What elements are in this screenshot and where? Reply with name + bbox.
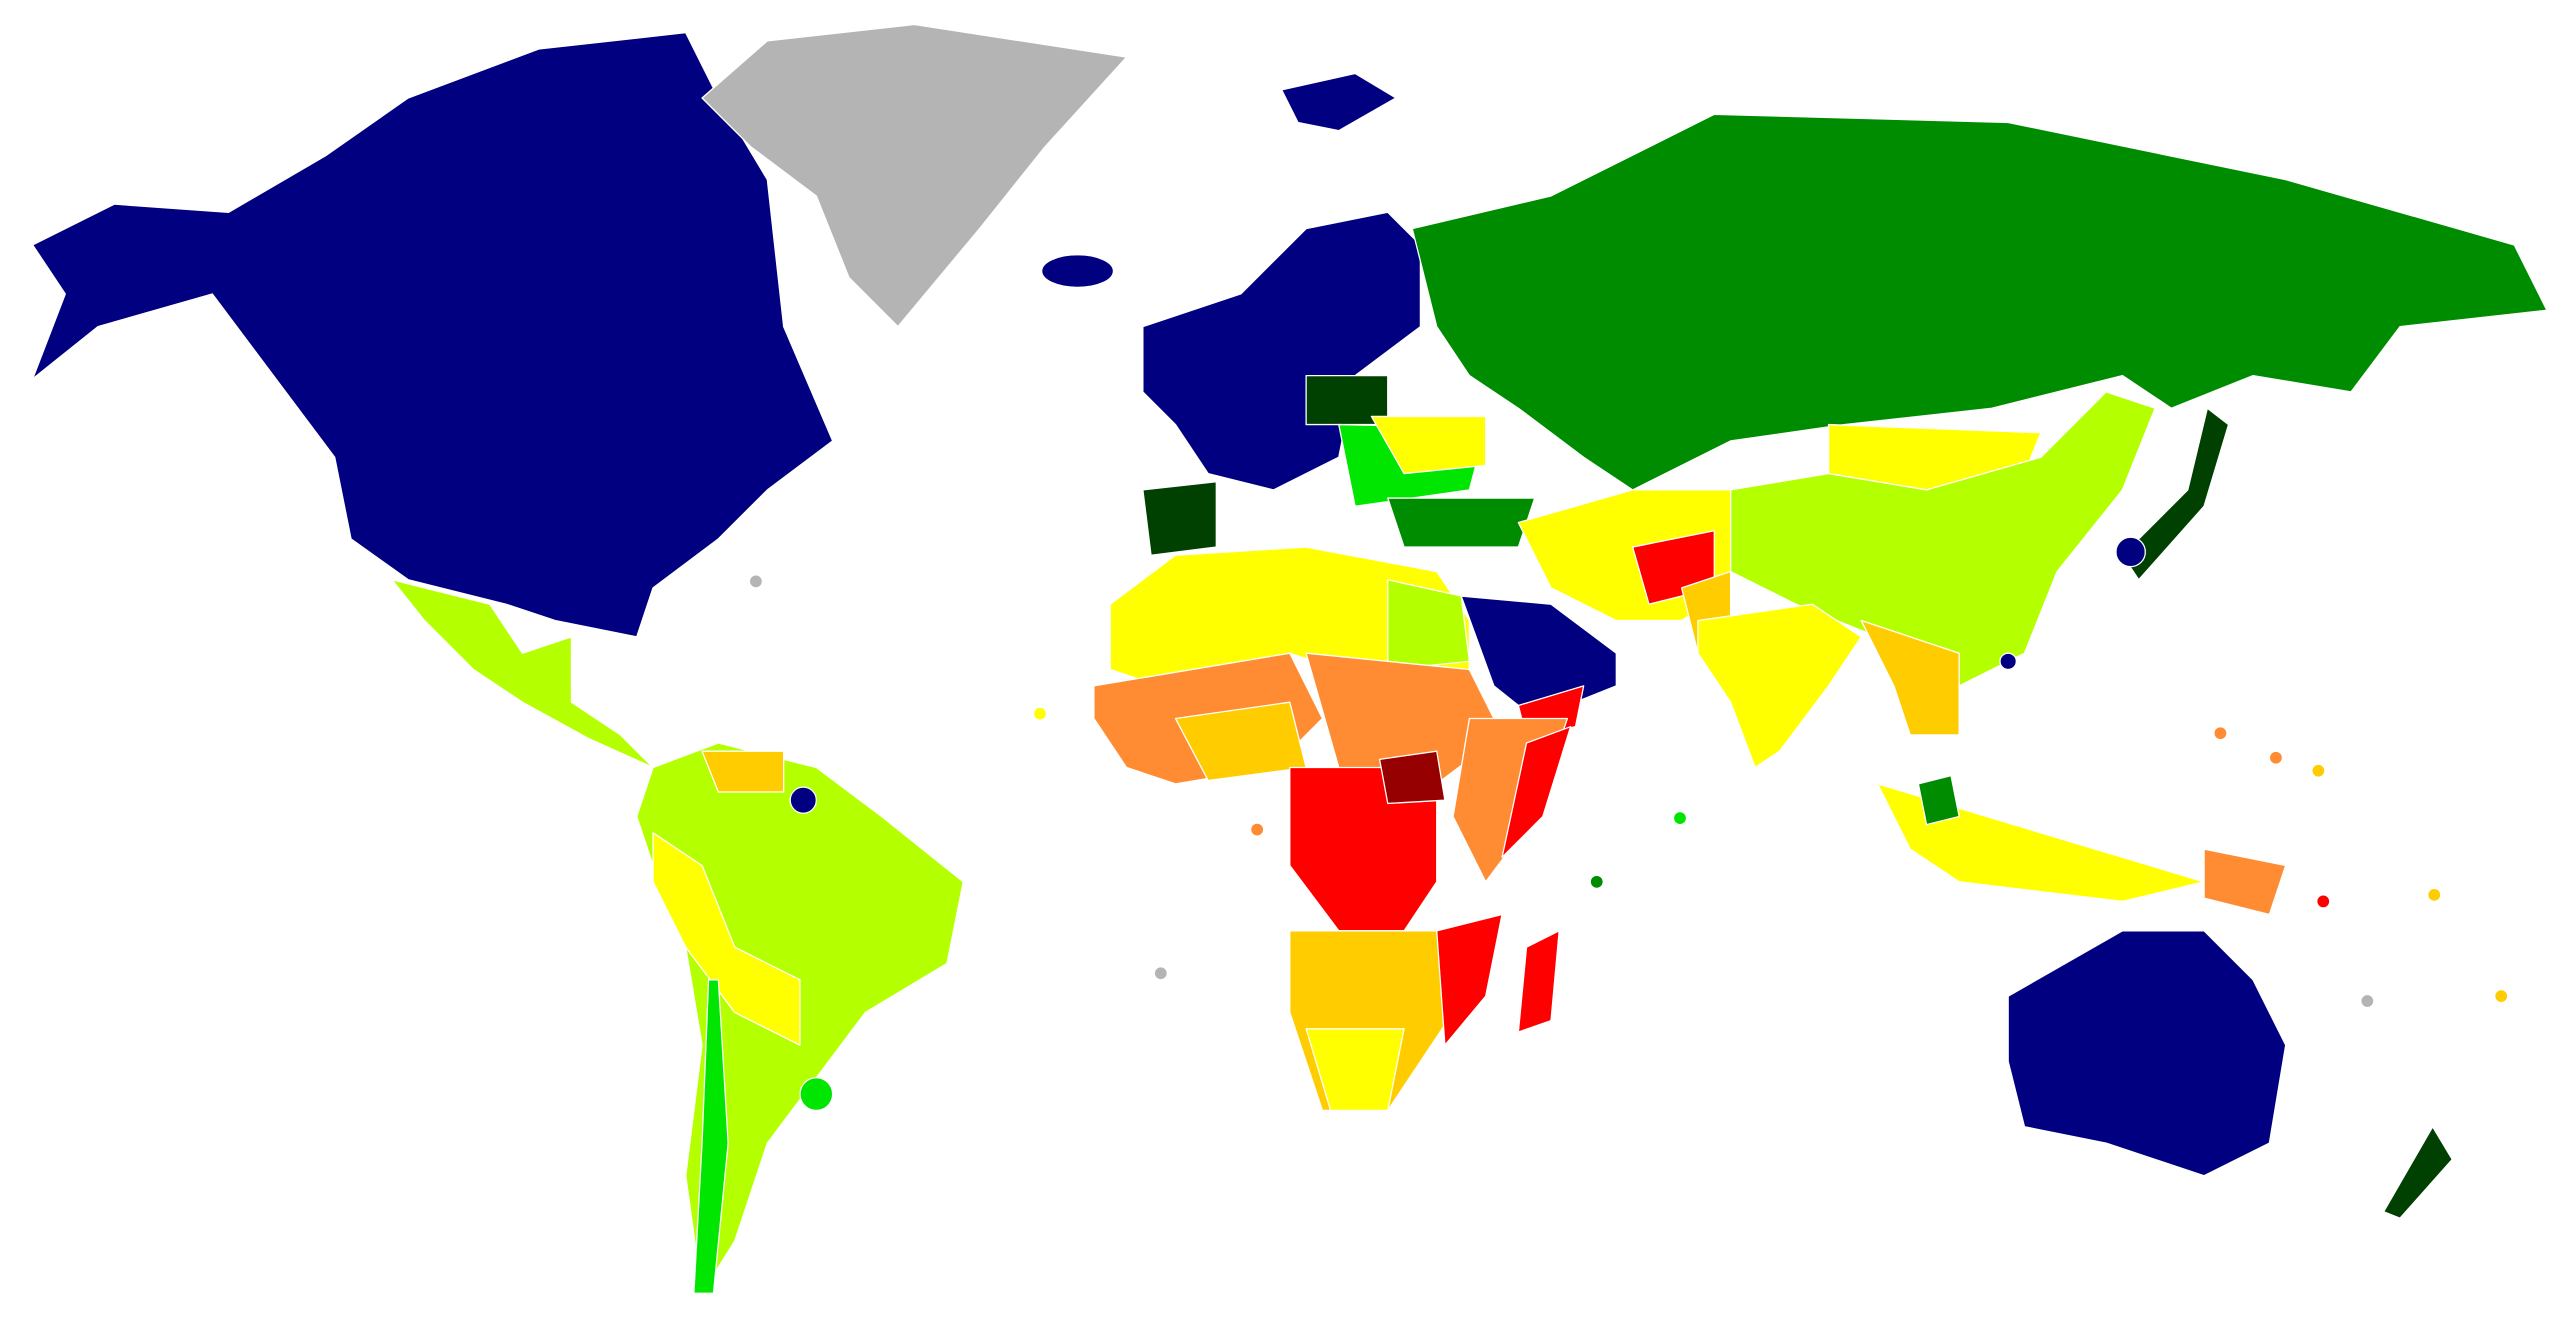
iberia	[1142, 481, 1217, 556]
island	[2213, 726, 2228, 741]
island	[2311, 763, 2326, 778]
russia-central-asia	[1411, 113, 2548, 491]
southeast-asia	[1860, 619, 1960, 736]
guianas	[789, 786, 817, 814]
iceland	[1040, 254, 1115, 289]
australia	[2007, 930, 2287, 1177]
island	[2427, 887, 2442, 903]
chile	[693, 979, 729, 1294]
malaysia	[1917, 775, 1960, 826]
somalia	[1501, 726, 1572, 858]
taiwan	[1999, 652, 2017, 671]
ukraine	[1370, 415, 1487, 475]
island	[1672, 810, 1688, 826]
island	[2316, 894, 2331, 909]
new-zealand	[2383, 1126, 2453, 1219]
south-sudan	[1378, 750, 1446, 805]
island	[748, 574, 764, 589]
north-america	[32, 32, 834, 638]
svalbard	[1280, 72, 1397, 132]
andes-region	[652, 832, 801, 1046]
island	[1249, 822, 1265, 837]
island	[2360, 993, 2375, 1009]
island	[1032, 706, 1048, 721]
papua-new-guinea	[2203, 848, 2287, 916]
madagascar	[1517, 930, 1560, 1033]
korea	[2115, 536, 2146, 568]
turkey	[1387, 497, 1536, 548]
india	[1697, 603, 1862, 769]
island	[1589, 874, 1604, 890]
island	[2268, 750, 2284, 765]
mozambique	[1436, 913, 1503, 1046]
uruguay	[799, 1077, 834, 1112]
egypt	[1387, 579, 1471, 671]
mexico-central-america	[391, 579, 654, 769]
south-africa	[1305, 1028, 1405, 1112]
greenland	[701, 23, 1128, 328]
japan	[2121, 407, 2230, 581]
venezuela	[701, 750, 785, 793]
island	[2494, 988, 2509, 1004]
island	[1153, 966, 1168, 981]
